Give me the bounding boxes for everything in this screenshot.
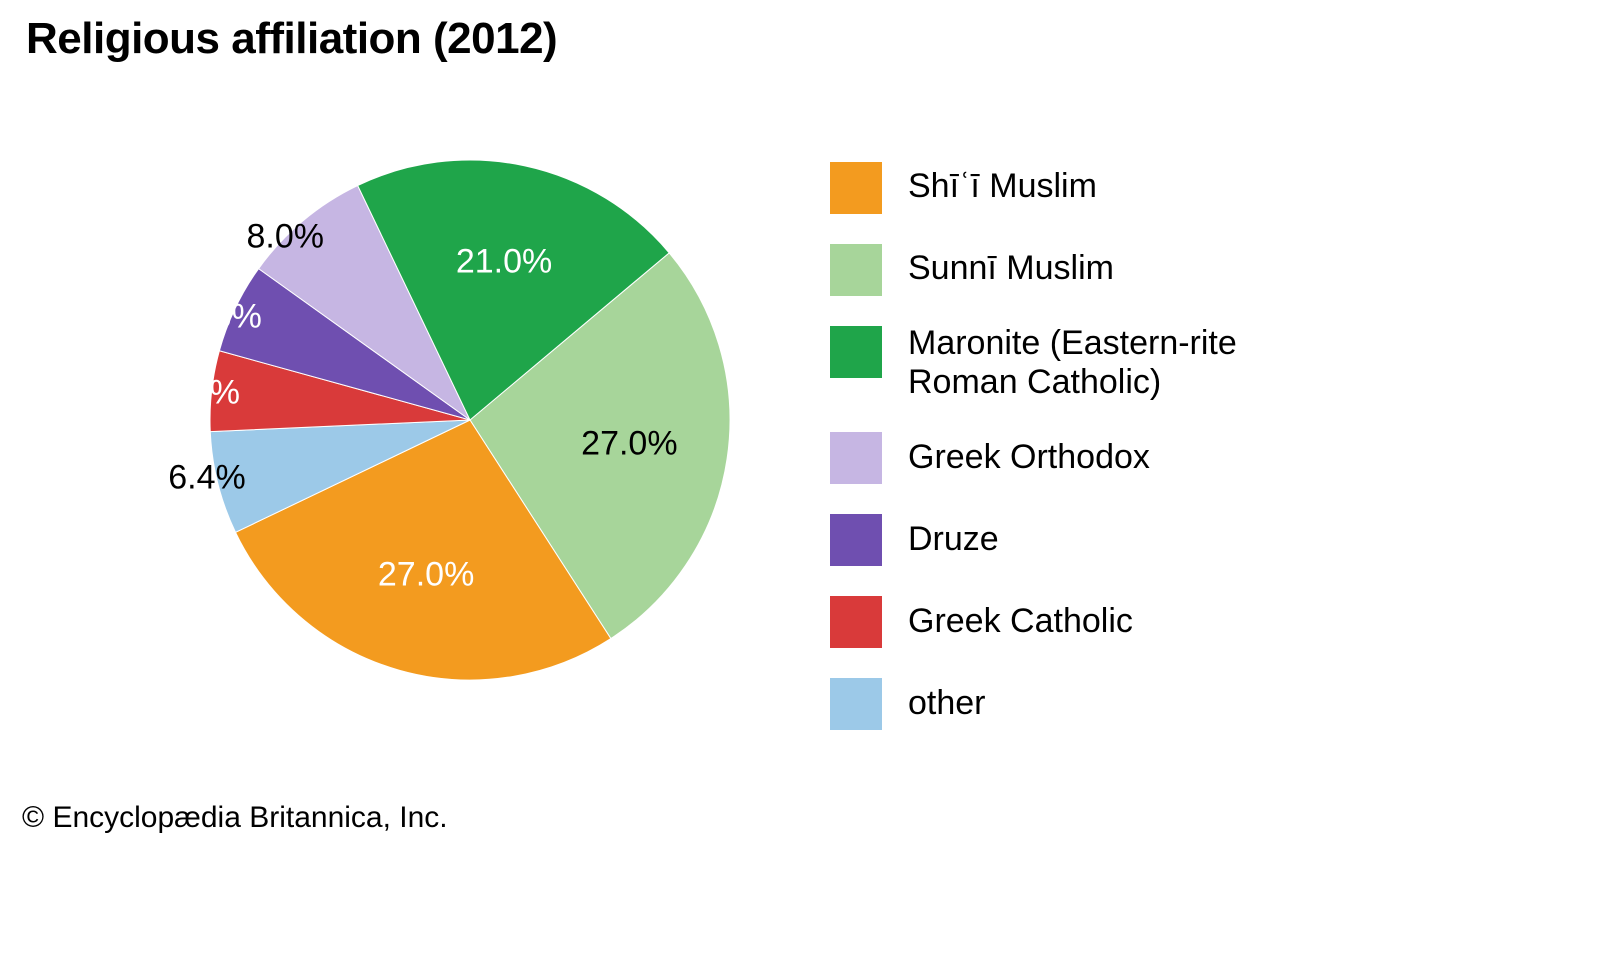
legend-item: Sunnī Muslim	[830, 242, 1390, 296]
legend-swatch	[830, 244, 882, 296]
legend-swatch	[830, 514, 882, 566]
legend-item: Greek Catholic	[830, 594, 1390, 648]
legend-label: Shīʿī Muslim	[908, 167, 1097, 206]
legend-label: Sunnī Muslim	[908, 249, 1114, 288]
legend-swatch	[830, 678, 882, 730]
legend-item: Druze	[830, 512, 1390, 566]
chart-title: Religious affiliation (2012)	[26, 14, 557, 64]
legend-swatch	[830, 596, 882, 648]
legend-label: Druze	[908, 520, 999, 559]
legend-item: Greek Orthodox	[830, 430, 1390, 484]
legend-swatch	[830, 162, 882, 214]
legend-label: other	[908, 684, 986, 723]
legend-label: Maronite (Eastern-riteRoman Catholic)	[908, 324, 1237, 402]
legend: Shīʿī Muslim Sunnī Muslim Maronite (Easter…	[830, 160, 1390, 758]
pie-chart: 27.0%27.0%6.4%5.0%5.6%8.0%21.0%	[200, 150, 740, 690]
legend-item: other	[830, 676, 1390, 730]
pie-svg	[200, 150, 740, 690]
source-credit: © Encyclopædia Britannica, Inc.	[22, 801, 448, 835]
legend-item: Maronite (Eastern-riteRoman Catholic)	[830, 324, 1390, 402]
legend-item: Shīʿī Muslim	[830, 160, 1390, 214]
figure-root: Religious affiliation (2012) 27.0%27.0%6…	[0, 0, 1601, 961]
legend-label: Greek Catholic	[908, 602, 1133, 641]
legend-swatch	[830, 432, 882, 484]
legend-swatch	[830, 326, 882, 378]
legend-label: Greek Orthodox	[908, 438, 1150, 477]
